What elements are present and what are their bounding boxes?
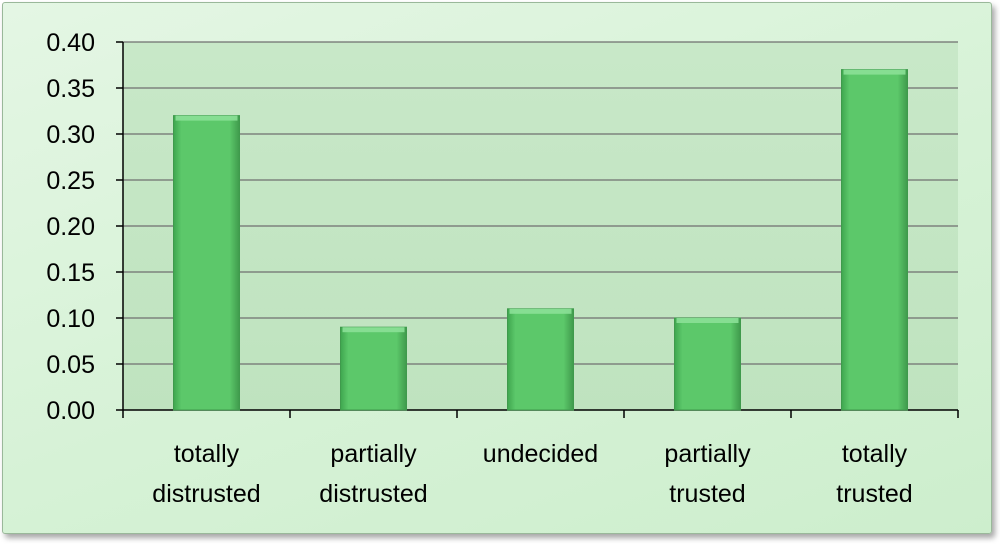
bar-body xyxy=(173,115,240,411)
bar-body xyxy=(674,317,741,411)
x-category-label: partially distrusted xyxy=(319,440,427,508)
bar-body xyxy=(841,69,908,411)
x-category-label: totally trusted xyxy=(836,440,912,508)
x-category-labels: totally distrusted partially distrusted unde… xyxy=(152,440,912,508)
bar xyxy=(674,317,741,411)
bar xyxy=(841,69,908,411)
chart-frame: 0.00 0.05 0.10 0.15 0.20 0.25 0.30 0.35 0.40 tot… xyxy=(2,2,992,534)
bar-top-highlight xyxy=(175,115,238,121)
bar-top-highlight xyxy=(676,318,739,323)
bars xyxy=(173,69,908,411)
y-tick-label: 0.25 xyxy=(46,167,95,195)
x-category-label: totally distrusted xyxy=(152,440,260,508)
bar-top-highlight xyxy=(843,69,906,75)
y-tick-label: 0.00 xyxy=(46,397,95,425)
bar-body xyxy=(340,326,407,411)
y-tick-label: 0.40 xyxy=(46,29,95,57)
y-tick-label: 0.30 xyxy=(46,121,95,149)
bar xyxy=(173,115,240,411)
x-category-label: undecided xyxy=(483,440,598,468)
bar-top-highlight xyxy=(342,327,405,333)
x-category-label: partially trusted xyxy=(664,440,751,508)
bar-top-highlight xyxy=(509,308,572,314)
y-tick-label: 0.35 xyxy=(46,75,95,103)
y-tick-label: 0.20 xyxy=(46,213,95,241)
y-tick-label: 0.15 xyxy=(46,259,95,287)
bar xyxy=(507,308,574,411)
y-tick-label: 0.10 xyxy=(46,305,95,333)
y-tick-label: 0.05 xyxy=(46,351,95,379)
y-tick-labels: 0.00 0.05 0.10 0.15 0.20 0.25 0.30 0.35 0.40 xyxy=(46,29,95,425)
bar xyxy=(340,326,407,411)
bar-body xyxy=(507,308,574,411)
bar-chart: 0.00 0.05 0.10 0.15 0.20 0.25 0.30 0.35 0.40 tot… xyxy=(46,29,959,508)
